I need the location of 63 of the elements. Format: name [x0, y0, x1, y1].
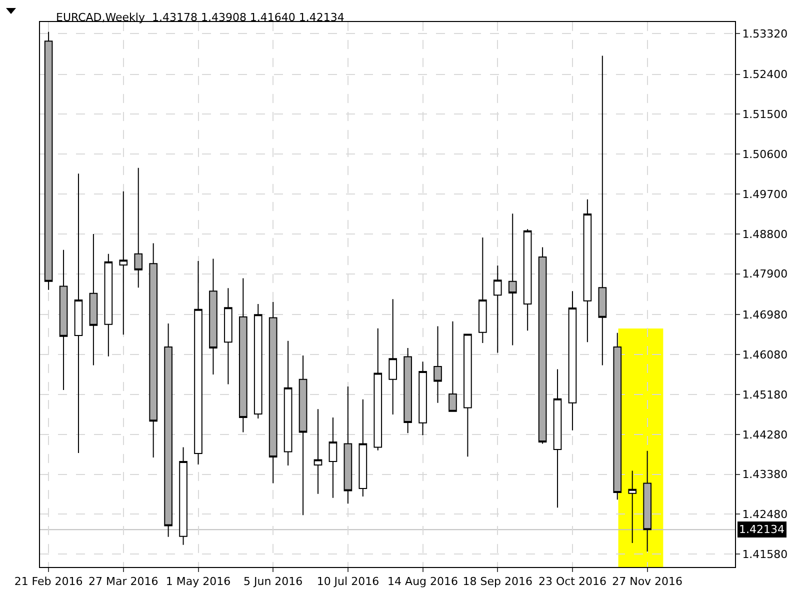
candlestick — [344, 386, 352, 504]
y-tick-label: 1.45180 — [742, 388, 788, 402]
candlestick — [508, 213, 517, 346]
candlestick — [89, 233, 98, 366]
candlestick — [493, 264, 502, 354]
y-tick-label: 1.50600 — [742, 148, 788, 161]
candlestick — [628, 470, 637, 544]
y-tick-label: 1.41580 — [742, 548, 788, 561]
candlestick — [179, 446, 188, 546]
candlestick — [553, 368, 562, 508]
candlestick — [374, 328, 382, 451]
candlestick — [298, 354, 308, 516]
candlestick — [314, 408, 322, 494]
x-tick-label: 27 Nov 2016 — [612, 575, 683, 588]
candlestick — [613, 332, 622, 500]
candlestick — [598, 55, 607, 366]
x-tick-label: 23 Oct 2016 — [538, 575, 606, 588]
candlestick — [149, 242, 158, 458]
y-tick-label: 1.46980 — [742, 308, 788, 322]
y-tick-label: 1.44280 — [742, 428, 788, 442]
candlestick — [358, 398, 368, 497]
candlestick — [478, 237, 487, 344]
candlestick — [464, 333, 472, 458]
candlestick — [209, 258, 218, 376]
x-tick-label: 5 Jun 2016 — [243, 575, 303, 588]
candlestick — [523, 228, 532, 332]
y-tick-label: 1.43380 — [742, 468, 788, 482]
x-tick-label: 1 May 2016 — [166, 575, 231, 588]
candlestick — [238, 278, 248, 433]
y-tick-label: 1.46080 — [742, 348, 788, 362]
y-tick-label: 1.48800 — [742, 228, 788, 241]
y-tick-label: 1.47900 — [742, 268, 788, 281]
candlestick — [224, 288, 232, 385]
candlestick — [434, 326, 442, 404]
candlestick — [583, 198, 592, 343]
candlestick — [643, 450, 652, 552]
candlestick — [164, 323, 172, 538]
candlestick — [328, 417, 338, 498]
candlestick — [59, 249, 68, 391]
ref-line-label: 1.42134 — [739, 523, 784, 536]
candlestick — [104, 253, 113, 357]
y-tick-label: 1.51500 — [742, 108, 788, 122]
y-tick-label: 1.52400 — [742, 68, 788, 82]
candlestick — [418, 361, 427, 436]
y-tick-label: 1.42480 — [742, 508, 788, 522]
x-tick-label: 18 Sep 2016 — [462, 575, 532, 588]
candlestick — [284, 340, 292, 466]
candlestick — [448, 320, 457, 412]
candlestick — [538, 246, 547, 444]
x-tick-label: 21 Feb 2016 — [14, 575, 83, 588]
y-tick-label: 1.53320 — [742, 27, 788, 40]
candlestick — [134, 167, 143, 288]
x-tick-label: 27 Mar 2016 — [88, 575, 158, 588]
y-tick-label: 1.49700 — [742, 188, 788, 201]
candlestick — [119, 190, 128, 336]
candlestick — [568, 290, 577, 431]
candlestick — [74, 173, 83, 454]
candlestick — [254, 304, 262, 419]
x-tick-label: 10 Jul 2016 — [316, 575, 380, 588]
candlestick — [388, 298, 398, 415]
candlestick — [404, 347, 412, 434]
x-tick-label: 14 Aug 2016 — [388, 575, 458, 588]
chart-title: EURCAD,Weekly 1.43178 1.43908 1.41640 1.42134 — [56, 10, 344, 24]
